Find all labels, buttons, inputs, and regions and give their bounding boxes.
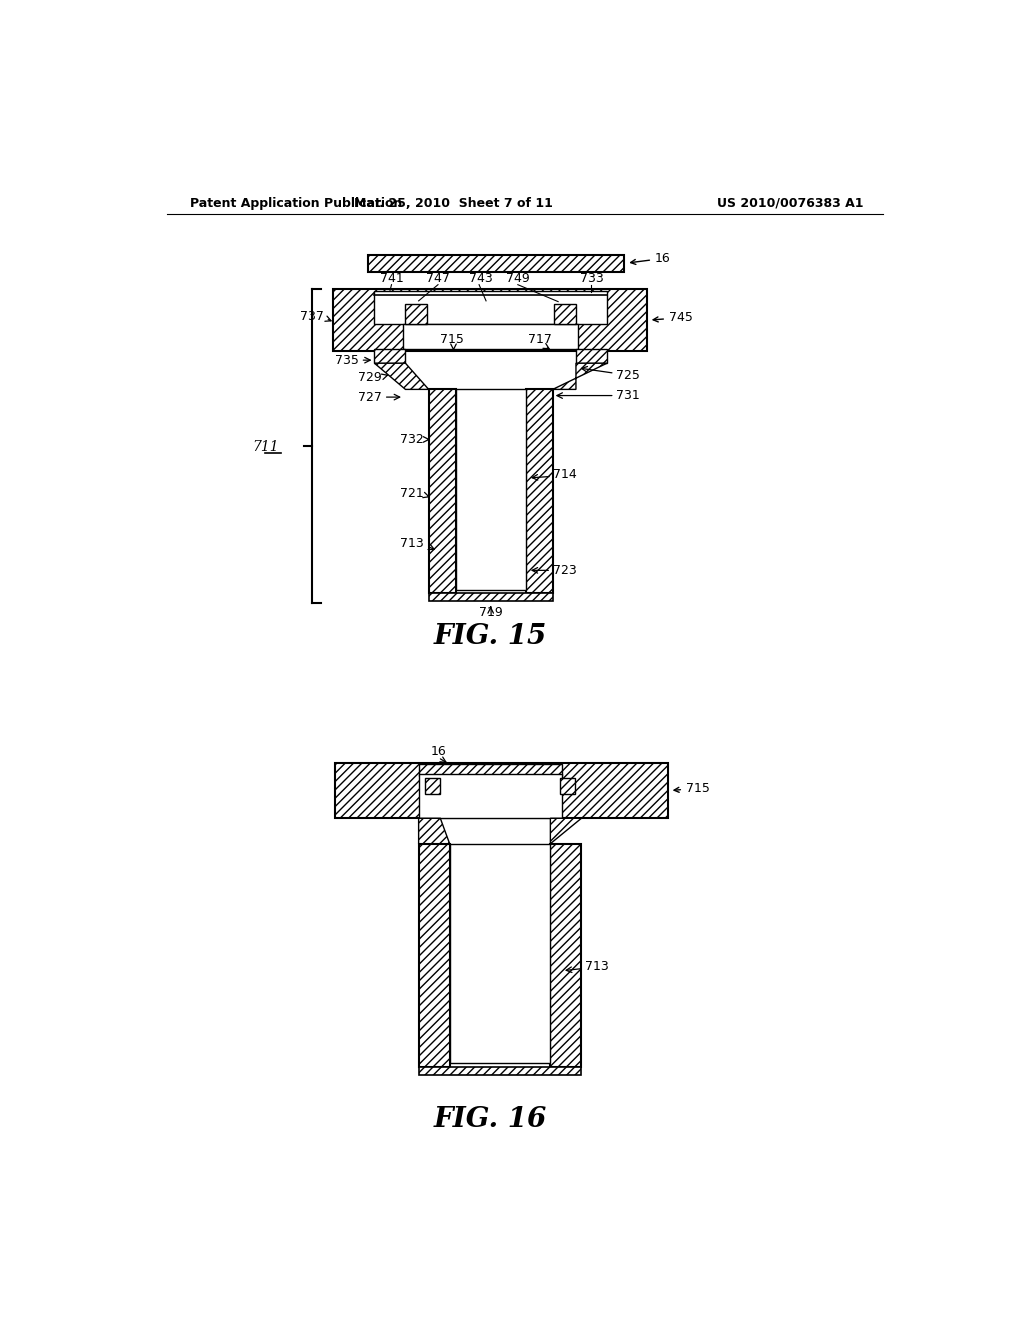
- Text: 749: 749: [506, 272, 529, 285]
- Bar: [525, 389, 553, 594]
- Text: 713: 713: [400, 537, 424, 550]
- Text: 715: 715: [440, 333, 464, 346]
- Polygon shape: [419, 818, 450, 843]
- Text: 721: 721: [400, 487, 424, 500]
- Text: FIG. 16: FIG. 16: [434, 1106, 547, 1133]
- Text: 737: 737: [300, 310, 324, 323]
- Bar: [450, 843, 550, 1063]
- Bar: [403, 323, 578, 350]
- Bar: [429, 594, 553, 601]
- Bar: [425, 779, 440, 793]
- Text: 735: 735: [335, 354, 359, 367]
- Text: Patent Application Publication: Patent Application Publication: [190, 197, 402, 210]
- Bar: [429, 389, 456, 594]
- Text: 731: 731: [616, 389, 640, 403]
- Bar: [419, 1067, 582, 1074]
- Text: Mar. 25, 2010  Sheet 7 of 11: Mar. 25, 2010 Sheet 7 of 11: [354, 197, 553, 210]
- Bar: [456, 389, 525, 590]
- Text: 732: 732: [400, 433, 424, 446]
- Bar: [575, 350, 607, 363]
- Polygon shape: [375, 363, 429, 389]
- Text: 723: 723: [553, 564, 577, 577]
- Text: 16: 16: [430, 746, 446, 758]
- Bar: [419, 843, 450, 1067]
- Text: US 2010/0076383 A1: US 2010/0076383 A1: [717, 197, 863, 210]
- Bar: [419, 764, 562, 776]
- Text: 733: 733: [580, 272, 603, 285]
- Text: 747: 747: [426, 272, 450, 285]
- Text: 745: 745: [653, 312, 693, 325]
- Bar: [369, 255, 624, 272]
- Text: 16: 16: [631, 252, 671, 265]
- Text: 711: 711: [253, 440, 280, 454]
- Text: 743: 743: [469, 272, 493, 285]
- Text: 715: 715: [674, 781, 710, 795]
- Text: 725: 725: [616, 370, 640, 381]
- Text: 741: 741: [380, 272, 403, 285]
- Text: 714: 714: [553, 467, 577, 480]
- Bar: [375, 350, 406, 363]
- Bar: [335, 763, 669, 818]
- Text: FIG. 15: FIG. 15: [434, 623, 547, 649]
- Text: 729: 729: [358, 371, 382, 384]
- Text: 717: 717: [528, 333, 552, 346]
- Bar: [334, 289, 647, 351]
- Text: 713: 713: [586, 961, 609, 973]
- Bar: [560, 779, 575, 793]
- Bar: [375, 290, 607, 323]
- Bar: [406, 304, 427, 323]
- Bar: [554, 304, 575, 323]
- Polygon shape: [553, 363, 607, 389]
- Bar: [550, 843, 582, 1067]
- Text: 727: 727: [358, 391, 382, 404]
- Polygon shape: [550, 818, 582, 843]
- Bar: [419, 775, 562, 818]
- Text: 719: 719: [479, 606, 503, 619]
